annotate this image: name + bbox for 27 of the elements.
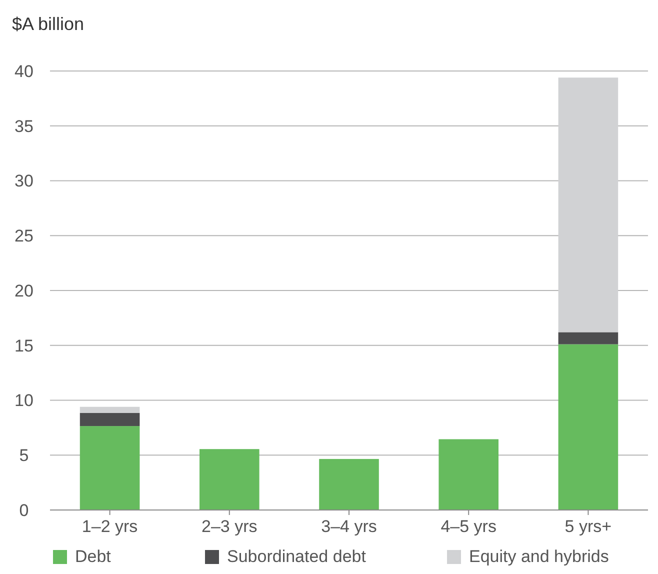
y-tick-label: 5 <box>19 446 29 466</box>
bar <box>80 426 140 510</box>
y-axis-title: $A billion <box>12 14 84 34</box>
y-tick-label: 40 <box>14 62 34 81</box>
bar <box>558 344 618 510</box>
y-tick-label: 0 <box>19 500 29 520</box>
legend-label: Subordinated debt <box>227 547 366 566</box>
x-tick-label: 2–3 yrs <box>202 517 258 536</box>
y-tick-label: 15 <box>14 336 34 356</box>
legend-label: Debt <box>75 547 112 566</box>
y-tick-label: 25 <box>14 226 34 246</box>
bar <box>200 449 260 510</box>
bar <box>319 458 379 510</box>
bar <box>80 412 140 426</box>
x-tick-label: 4–5 yrs <box>440 517 496 536</box>
x-tick-label: 1–2 yrs <box>82 517 138 536</box>
y-tick-label: 10 <box>14 391 34 410</box>
bar <box>80 406 140 413</box>
y-tick-label: 20 <box>14 281 34 300</box>
x-tick-label: 3–4 yrs <box>321 517 377 536</box>
y-tick-label: 35 <box>14 116 34 136</box>
bar <box>438 439 498 510</box>
y-tick-label: 30 <box>14 172 34 191</box>
bar <box>558 78 618 332</box>
bar <box>558 332 618 344</box>
x-tick-label: 5 yrs+ <box>564 517 612 536</box>
legend-label: Equity and hybrids <box>469 547 609 566</box>
